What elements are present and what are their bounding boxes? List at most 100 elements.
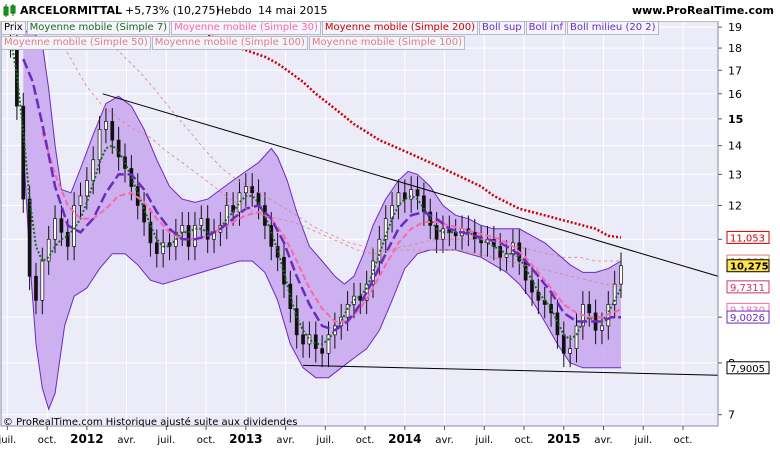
price-bar [587,304,592,314]
boll-sup-line [23,30,622,285]
x-tick-label: juil. [633,435,652,446]
price-bar [561,334,566,354]
price-bar [193,225,197,247]
legend-item[interactable]: Boll inf [525,21,566,35]
price-bar [371,260,375,285]
legend-item[interactable]: Moyenne mobile (Simple 30) [171,21,321,35]
price-bar [600,325,604,331]
trendline [303,364,719,376]
value-label-box [726,361,770,375]
x-tick-label: avr. [276,435,294,446]
price-bar [148,221,153,244]
y-tick-label: 19 [728,21,742,34]
price-bar [358,295,363,301]
y-tick-label: 16 [728,88,742,101]
y-tick-label: 12 [728,199,742,212]
moving-average-line [94,26,622,288]
price-bar [396,192,401,206]
value-labels: 11,05310,39910,2759,73119,18309,00267,90… [726,230,770,375]
price-bar [199,218,204,226]
x-tick-label: 2015 [547,432,580,446]
x-tick-label: juil. [474,435,493,446]
price-bar [313,334,318,349]
value-label-box [726,230,770,244]
price-bar [161,242,166,255]
price-bar [34,275,38,301]
price-bar [231,205,235,213]
legend-item[interactable]: Moyenne mobile (Simple 7) [26,21,171,35]
price-bar [46,238,51,262]
legend-item[interactable]: Moyenne mobile (Simple 100) [151,36,308,50]
x-tick-label: juil. [156,435,175,446]
y-tick-label: 15 [728,113,743,126]
price-bar [415,189,420,197]
candlestick-icon [3,4,16,17]
price-change: +5,73% (10,275) [125,4,220,17]
price-bar [205,218,210,240]
x-tick-label: avr. [594,435,612,446]
price-bar [498,246,503,258]
price-bar [326,334,331,354]
price-bar [224,205,229,226]
value-label-box [726,259,770,273]
indicator-legend-row-1: Prix Moyenne mobile (Simple 7) Moyenne mob… [1,21,660,35]
price-bar [237,192,242,213]
y-tick-label: 14 [728,140,742,153]
moving-average-line [54,31,621,262]
price-bar [307,334,312,345]
x-tick-label: juil. [315,435,334,446]
price-bar [612,283,617,305]
x-tick-label: oct. [515,435,534,446]
legend-item[interactable]: Prix [1,21,26,35]
legend-item[interactable]: Boll sup [479,21,525,35]
moving-average-line [41,131,622,323]
y-tick-label: 7 [728,409,735,422]
price-bar [40,260,45,301]
y-tick-label: 18 [728,42,742,55]
legend-item[interactable]: Moyenne mobile (Simple 50) [1,36,151,50]
price-bar [390,205,394,220]
price-bar [301,334,305,345]
price-bar [377,238,382,262]
moving-average-line [200,30,622,239]
price-bar [154,242,159,255]
value-label: 10,275 [730,262,769,273]
price-bar [434,225,439,240]
price-bar [320,348,324,354]
price-bar [72,205,76,247]
price-bar [84,180,89,197]
price-bar [536,291,541,301]
price-bar [53,218,57,240]
price-bar [78,195,83,206]
price-bar [364,283,369,301]
price-bar [65,231,70,247]
date: 14 mai 2015 [258,4,328,17]
value-label: 9,7311 [730,283,765,294]
instrument-name: ARCELORMITTAL [20,4,122,17]
x-tick-label: avr. [117,435,135,446]
x-tick-label: 2013 [229,432,262,446]
price-bar [345,304,350,318]
price-bar [441,228,445,240]
y-tick-label: 13 [728,168,742,181]
header-bar: ARCELORMITTAL +5,73% (10,275) Hebdo 14 m… [0,0,780,21]
x-tick-label: oct. [674,435,693,446]
price-bar [409,189,414,200]
price-bar [97,129,102,161]
value-label: 7,9005 [730,364,765,375]
price-bar [116,139,121,158]
price-bar [568,348,572,354]
source-link[interactable]: www.ProRealTime.com [631,4,774,17]
moving-average-line [22,58,621,332]
legend-item[interactable]: Boll milieu (20 2) [566,21,659,35]
legend-item[interactable]: Moyenne mobile (Simple 100) [308,36,466,50]
x-tick-label: oct. [197,435,216,446]
price-bar [243,186,248,194]
price-bar [402,192,407,200]
value-label-box [726,310,770,324]
price-bar [288,283,293,309]
price-bar [530,279,534,293]
x-tick-label: oct. [356,435,375,446]
legend-item[interactable]: Moyenne mobile (Simple 200) [321,21,479,35]
